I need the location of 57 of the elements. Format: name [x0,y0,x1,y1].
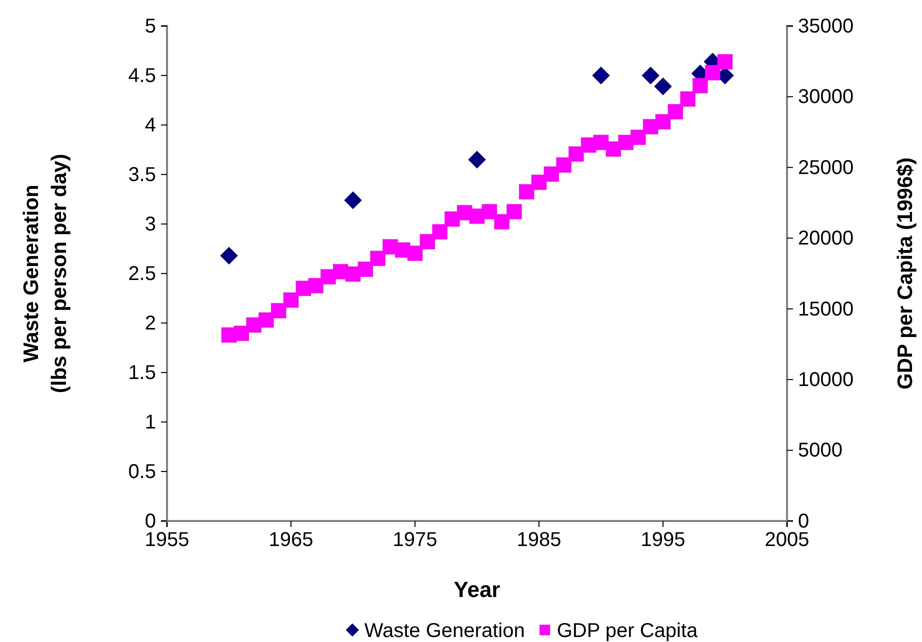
point [234,326,249,341]
point [592,66,610,84]
x-tick-label: 1975 [392,529,438,552]
point [630,130,646,145]
y-tick-label: 2.5 [128,262,156,285]
y-tick-label: 1 [144,411,156,434]
y-tick-label: 2 [144,312,156,334]
point [432,224,448,240]
point [519,184,534,200]
y2-tick-label: 10000 [798,368,854,391]
y2-tick-label: 5000 [798,440,842,462]
point [271,303,286,318]
y2-tick-label: 25000 [798,156,854,179]
x-tick-label: 1965 [268,529,314,552]
x-axis-title: Year [454,577,501,602]
point [220,246,238,265]
x-tick-label: 1995 [640,529,686,552]
point [468,150,486,169]
point [692,78,708,94]
legend-label: GDP per Capita [556,620,699,642]
point [344,191,362,210]
point [705,65,720,80]
y-axis-title: Waste Generation (lbs per person per day) [20,154,71,394]
point [358,262,373,277]
y-tick-label: 0.5 [128,460,156,483]
point [407,246,423,261]
point [506,204,522,220]
y-tick-label: 5 [144,15,156,38]
point [568,146,584,162]
x-tick-label: 1985 [516,529,562,552]
point [370,250,386,266]
legend-label: Waste Generation [364,620,525,642]
point [717,54,733,70]
point [308,278,324,294]
point [283,292,299,308]
point [642,66,660,84]
point [494,214,510,230]
y2-tick-label: 30000 [798,86,854,108]
point [654,78,672,96]
y-tick-label: 1.5 [128,362,156,384]
point [680,91,696,107]
point [655,114,671,130]
point [544,166,559,182]
y-tick-label: 3.5 [128,164,156,186]
point [258,312,274,328]
point [482,204,497,220]
y2-axis-title: GDP per Capita (1996$) [894,158,917,390]
point [668,104,683,120]
y-tick-label: 4.5 [128,64,156,87]
point [531,174,547,190]
y-tick-label: 3 [144,213,156,236]
y2-tick-label: 15000 [798,298,854,320]
y2-tick-label: 20000 [798,228,854,250]
y-tick-label: 4 [144,114,156,136]
point [556,157,572,173]
y2-tick-label: 35000 [798,15,854,38]
point [420,234,435,250]
